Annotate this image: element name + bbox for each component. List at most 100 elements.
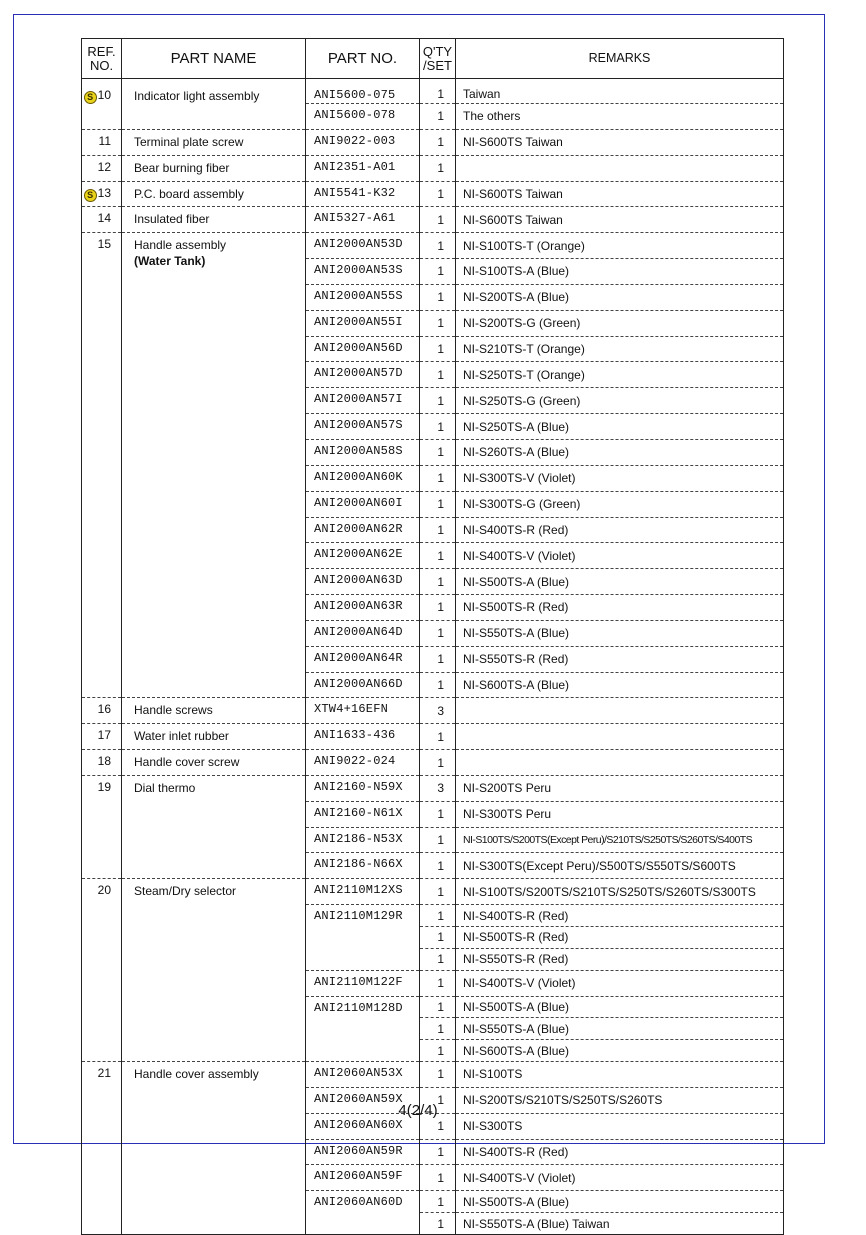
part-no: ANI2000AN55S [305,284,420,311]
ref-no-cell: S 10 [81,78,122,130]
part-no: ANI2000AN57S [305,413,420,440]
remarks: NI-S550TS-R (Red) [455,646,784,673]
page-number: 4(2/4) [398,1102,438,1119]
remarks: NI-S600TS Taiwan [455,129,784,156]
part-no: ANI2060AN59R [305,1139,420,1166]
part-no: ANI2160-N61X [305,801,420,828]
part-no: ANI2110M12XS [305,878,420,906]
part-name: Handle screws [134,703,213,718]
remarks: NI-S100TS-T (Orange) [455,232,784,260]
table-row: 12 Bear burning fiber ANI2351-A01 1 [81,155,784,182]
remarks: NI-S100TS [455,1061,784,1088]
remarks: NI-S400TS-R (Red) [455,904,784,927]
part-no: ANI1633-436 [305,723,420,751]
table-row: 21 Handle cover assembly ANI2060AN53X 1 NI-S… [81,1061,784,1235]
part-name: Indicator light assembly [134,89,260,103]
safety-s-mark-icon: S [83,91,97,104]
part-no: ANI2000AN60K [305,465,420,492]
table-row: ANI2160-N61X 1 NI-S300TS Peru [82,801,784,828]
part-no: ANI9022-024 [305,749,420,776]
remarks: The others [455,103,784,130]
qty-per-set: 1 [419,542,456,570]
part-no: ANI5327-A61 [305,206,420,234]
remarks: NI-S250TS-T (Orange) [455,361,784,389]
remarks: NI-S600TS Taiwan [455,206,784,234]
header-ref-no: REF. NO. [81,38,122,79]
table-row: 20 Steam/Dry selector ANI2110M12XS 1 NI-S100… [81,878,784,1063]
qty-per-set: 1 [419,948,456,971]
remarks: NI-S550TS-A (Blue) [455,1017,784,1041]
table-row: 15 Handle assembly (Water Tank) ANI2000AN53… [81,232,784,699]
table-row: ANI2000AN62R 1 NI-S400TS-R (Red) [82,517,784,544]
table-row: ANI2000AN55I 1 NI-S200TS-G (Green) [82,310,784,337]
table-row: ANI2000AN64D 1 NI-S550TS-A (Blue) [82,620,784,647]
part-no: ANI2000AN58S [305,439,420,466]
qty-per-set: 1 [419,1039,456,1063]
ref-no: 17 [97,728,111,743]
qty-per-set: 1 [419,1017,456,1041]
remarks: NI-S500TS-R (Red) [455,594,784,621]
part-name: Dial thermo [134,780,196,795]
table-row: ANI2186-N66X 1 NI-S300TS(Except Peru)/S500… [82,852,784,880]
remarks: NI-S500TS-A (Blue) [455,568,784,596]
qty-per-set: 1 [419,361,456,389]
qty-per-set: 1 [419,996,456,1019]
ref-no: 18 [97,754,111,769]
qty-per-set: 1 [419,620,456,647]
qty-per-set: 3 [419,697,456,725]
ref-no: 15 [97,237,111,252]
qty-per-set: 1 [419,129,456,156]
qty-per-set: 1 [419,970,456,997]
table-row: ANI5600-078 1 The others [82,103,784,130]
part-no: ANI2351-A01 [305,155,420,182]
ref-no-cell: 16 [81,697,122,725]
part-no: ANI2110M129R [305,904,420,971]
part-no: XTW4+16EFN [305,697,420,725]
header-qty-line2: /SET [423,57,452,73]
part-name-cell: Water inlet rubber [121,723,306,751]
table-row: ANI2000AN53S 1 NI-S100TS-A (Blue) [82,258,784,285]
part-no: ANI2000AN62E [305,542,420,570]
table-row: ANI2000AN57D 1 NI-S250TS-T (Orange) [82,361,784,389]
part-no: ANI2110M128D [305,996,420,1063]
remarks: NI-S300TS-G (Green) [455,491,784,518]
table-row: 14 Insulated fiber ANI5327-A61 1 NI-S600TS T… [81,206,784,234]
table-row: ANI2000AN57I 1 NI-S250TS-G (Green) [82,387,784,415]
part-name: Terminal plate screw [134,134,244,149]
part-name: P.C. board assembly [134,186,244,201]
qty-per-set: 1 [419,206,456,234]
table-body: S 10 Indicator light assembly ANI5600-075 1 T… [81,78,784,1235]
part-name-cell: Handle assembly (Water Tank) [121,232,306,699]
remarks: NI-S260TS-A (Blue) [455,439,784,466]
part-name-cell: Bear burning fiber [121,155,306,182]
qty-per-set: 1 [419,413,456,440]
table-row: 11 Terminal plate screw ANI9022-003 1 NI-S60… [81,129,784,156]
remarks: NI-S600TS Taiwan [455,181,784,208]
remarks: NI-S250TS-G (Green) [455,387,784,415]
table-row: S 10 Indicator light assembly ANI5600-075 1 T… [81,78,784,130]
qty-per-set: 1 [419,155,456,182]
remarks: NI-S550TS-A (Blue) [455,620,784,647]
qty-per-set: 1 [419,723,456,751]
qty-per-set: 1 [419,827,456,854]
header-part-no: PART NO. [305,38,420,79]
part-no: ANI2000AN53S [305,258,420,285]
table-row: 1 NI-S550TS-A (Blue) [82,1017,784,1041]
part-no: ANI5541-K32 [305,181,420,208]
ref-no-cell: 17 [81,723,122,751]
part-no: ANI2000AN62R [305,517,420,544]
ref-no: 14 [97,211,111,226]
part-name-cell: P.C. board assembly [121,181,306,208]
part-no: ANI2000AN64D [305,620,420,647]
remarks: NI-S300TS-V (Violet) [455,465,784,492]
part-name-cell: Handle screws [121,697,306,725]
remarks: NI-S200TS Peru [455,775,784,802]
table-row: ANI2186-N53X 1 NI-S100TS/S200TS(Except Per… [82,827,784,854]
qty-per-set: 1 [419,1212,456,1235]
table-row: ANI2000AN58S 1 NI-S260TS-A (Blue) [82,439,784,466]
qty-per-set: 1 [419,672,456,699]
qty-per-set: 1 [419,801,456,828]
part-no: ANI2000AN64R [305,646,420,673]
qty-per-set: 1 [419,78,456,104]
part-name: Handle cover assembly [134,1067,259,1082]
